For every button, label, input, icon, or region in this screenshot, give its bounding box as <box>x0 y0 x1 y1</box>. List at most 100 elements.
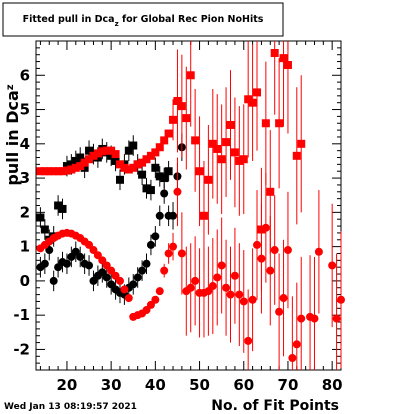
data-point-square <box>67 165 76 174</box>
data-point-square <box>138 170 147 179</box>
data-point-circle <box>297 314 306 323</box>
y-tick-label: 5 <box>20 101 30 119</box>
data-point-square <box>235 156 244 165</box>
data-point-square <box>279 54 288 63</box>
y-tick-label: 1 <box>20 238 30 256</box>
data-point-circle <box>213 273 222 282</box>
data-point-square <box>120 163 129 172</box>
data-point-circle <box>142 259 151 268</box>
data-point-square <box>146 186 155 195</box>
data-point-circle <box>328 261 337 270</box>
y-tick-label: 2 <box>20 203 30 221</box>
data-point-circle <box>230 271 239 280</box>
chart-title: Fitted pull in Dcaz for Global Rec Pion … <box>23 14 264 28</box>
x-tick-label: 50 <box>189 376 210 394</box>
data-point-circle <box>283 246 292 255</box>
data-point-square <box>80 158 89 167</box>
data-point-square <box>40 225 49 234</box>
data-point-square <box>186 71 195 80</box>
data-point-circle <box>102 273 111 282</box>
data-point-circle <box>151 295 160 304</box>
data-point-circle <box>253 240 262 249</box>
y-tick-label: 0 <box>20 272 30 290</box>
data-point-circle <box>270 246 279 255</box>
x-tick-label: 20 <box>57 376 78 394</box>
data-point-square <box>85 155 94 164</box>
data-point-circle <box>160 266 169 275</box>
data-point-circle <box>177 249 186 258</box>
data-point-circle <box>146 240 155 249</box>
x-tick-label: 80 <box>322 376 343 394</box>
data-point-circle <box>115 276 124 285</box>
data-point-square <box>275 119 284 128</box>
data-point-circle <box>40 259 49 268</box>
data-point-circle <box>239 297 248 306</box>
y-tick-label: 3 <box>20 169 30 187</box>
data-point-square <box>230 148 239 157</box>
data-point-circle <box>186 283 195 292</box>
data-point-square <box>204 175 213 184</box>
data-point-circle <box>85 261 94 270</box>
data-point-square <box>49 167 58 176</box>
data-point-circle <box>337 295 345 304</box>
data-point-circle <box>257 254 266 263</box>
data-point-square <box>111 150 120 159</box>
data-point-circle <box>244 336 253 345</box>
data-point-circle <box>164 249 173 258</box>
x-tick-label: 40 <box>145 376 166 394</box>
data-point-square <box>169 115 178 124</box>
data-point-circle <box>314 247 323 256</box>
data-point-square <box>142 184 151 193</box>
data-point-circle <box>266 266 275 275</box>
data-point-circle <box>155 211 164 220</box>
data-point-square <box>93 153 102 162</box>
data-point-circle <box>62 259 71 268</box>
data-point-circle <box>235 290 244 299</box>
data-point-square <box>58 204 67 213</box>
data-point-circle <box>226 290 235 299</box>
y-axis-label: pull in Dcaz <box>3 84 22 185</box>
data-point-circle <box>288 354 297 363</box>
data-point-square <box>213 144 222 153</box>
data-point-square <box>62 166 71 175</box>
data-point-circle <box>208 282 217 291</box>
data-point-circle <box>138 266 147 275</box>
data-point-square <box>182 114 191 123</box>
data-point-circle <box>191 276 200 285</box>
axis-ticks <box>36 40 342 371</box>
data-point-square <box>115 160 124 169</box>
data-point-square <box>133 160 142 169</box>
data-point-circle <box>151 232 160 241</box>
data-point-square <box>102 146 111 155</box>
data-point-square <box>40 167 49 176</box>
data-point-square <box>138 158 147 167</box>
data-point-circle <box>169 242 178 251</box>
data-point-circle <box>310 314 319 323</box>
data-point-square <box>142 155 151 164</box>
data-point-circle <box>129 280 138 289</box>
data-point-square <box>199 211 208 220</box>
data-point-square <box>261 119 270 128</box>
data-point-square <box>36 213 45 222</box>
data-point-square <box>107 151 116 160</box>
chart-marks <box>36 41 345 370</box>
data-point-circle <box>248 295 257 304</box>
data-point-square <box>36 167 45 176</box>
data-point-square <box>58 167 67 176</box>
x-tick-label: 60 <box>233 376 254 394</box>
y-tick-label: -1 <box>13 306 30 324</box>
data-point-circle <box>292 340 301 349</box>
data-point-circle <box>279 294 288 303</box>
data-point-square <box>93 149 102 158</box>
data-point-circle <box>222 283 231 292</box>
data-point-square <box>151 148 160 157</box>
data-point-circle <box>160 189 169 198</box>
axis-tick-labels: 20 30 40 50 60 70 80 -2 -1 0 1 2 3 4 5 6 <box>13 66 342 394</box>
y-tick-label: -2 <box>13 340 30 358</box>
data-point-square <box>177 102 186 111</box>
data-point-square <box>191 136 200 145</box>
data-point-circle <box>261 223 270 232</box>
data-point-circle <box>49 276 58 285</box>
data-point-circle <box>169 211 178 220</box>
